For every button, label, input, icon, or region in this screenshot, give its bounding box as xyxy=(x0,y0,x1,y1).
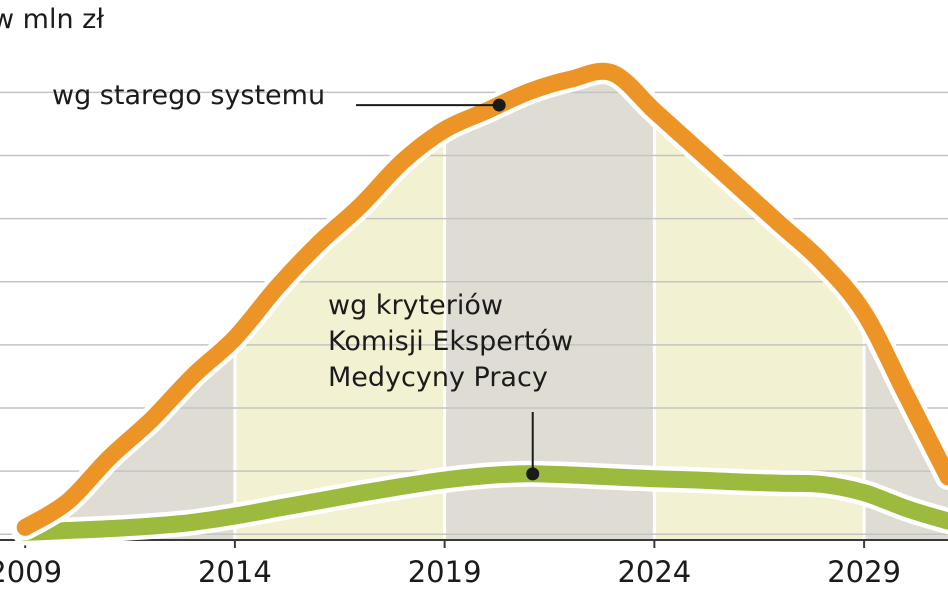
x-tick-label-2024: 2024 xyxy=(617,555,692,589)
x-tick-label-2009: 2009 xyxy=(0,555,63,589)
leader-dot-old-system xyxy=(492,98,506,112)
leader-dot-commission-criteria xyxy=(526,467,540,481)
unit-label: w mln zł xyxy=(0,4,105,35)
series-label-old-system: wg starego systemu xyxy=(52,80,326,111)
x-tick-label-2029: 2029 xyxy=(827,555,901,589)
series-line-commission-criteria xyxy=(16,465,948,541)
x-tick-label-2014: 2014 xyxy=(197,555,272,589)
x-tick-label-2019: 2019 xyxy=(407,555,482,589)
series-label-commission-criteria: wg kryteriów Komisji Ekspertów Medycyny … xyxy=(328,290,574,393)
series-line-old-system xyxy=(16,62,948,536)
